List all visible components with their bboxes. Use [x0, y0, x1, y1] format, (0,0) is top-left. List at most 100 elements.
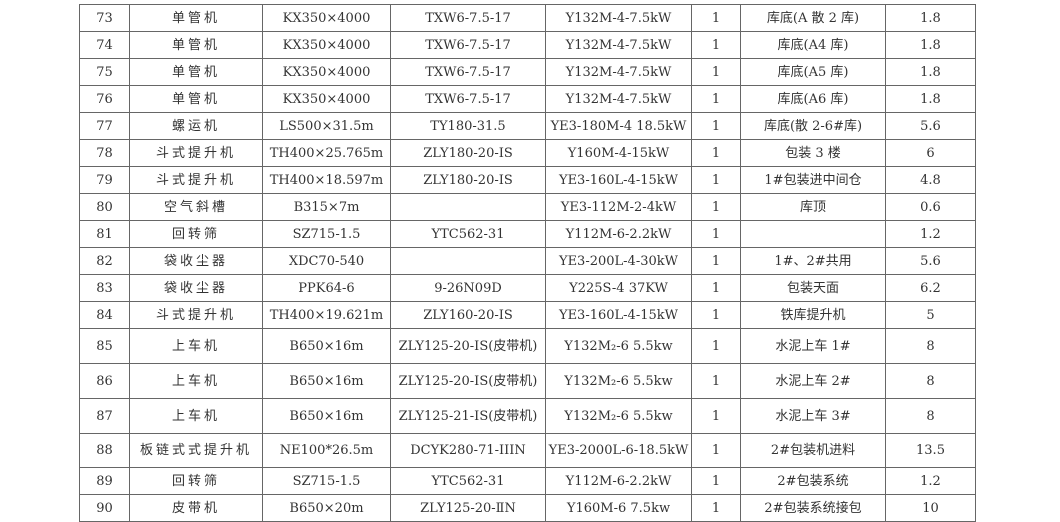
cell-no: 86: [79, 363, 130, 399]
cell-value: 5.6: [885, 112, 976, 140]
cell-location: 包装天面: [740, 274, 886, 302]
table-row: 85 上车机 B650×16m ZLY125-20-ⅠS(皮带机) Y132M₂-6 5…: [79, 328, 976, 364]
cell-motor: Y160M-6 7.5kw: [545, 494, 692, 522]
cell-spec: KX350×4000: [262, 58, 391, 86]
cell-no: 82: [79, 247, 130, 275]
cell-name: 皮带机: [129, 494, 263, 522]
cell-motor: Y132M-4-7.5kW: [545, 85, 692, 113]
cell-qty: 1: [691, 58, 741, 86]
cell-reducer: ZLY180-20-ⅠS: [390, 139, 546, 167]
cell-name: 上车机: [129, 328, 263, 364]
cell-name: 袋收尘器: [129, 274, 263, 302]
cell-qty: 1: [691, 467, 741, 495]
cell-name: 斗式提升机: [129, 301, 263, 329]
cell-value: 8: [885, 398, 976, 434]
equipment-table: 73 单管机 KX350×4000 TXW6-7.5-17 Y132M-4-7.5kW 1…: [79, 4, 976, 522]
cell-spec: KX350×4000: [262, 31, 391, 59]
cell-name: 单管机: [129, 58, 263, 86]
cell-reducer: YTC562-31: [390, 467, 546, 495]
cell-motor: YE3-112M-2-4kW: [545, 193, 692, 221]
cell-value: 6.2: [885, 274, 976, 302]
cell-spec: B650×16m: [262, 363, 391, 399]
cell-qty: 1: [691, 31, 741, 59]
cell-no: 78: [79, 139, 130, 167]
cell-name: 回转筛: [129, 467, 263, 495]
cell-reducer: TXW6-7.5-17: [390, 31, 546, 59]
cell-no: 73: [79, 4, 130, 32]
cell-value: 13.5: [885, 433, 976, 468]
cell-value: 1.2: [885, 220, 976, 248]
cell-motor: Y132M-4-7.5kW: [545, 58, 692, 86]
cell-qty: 1: [691, 112, 741, 140]
cell-spec: B315×7m: [262, 193, 391, 221]
cell-location: [740, 220, 886, 248]
cell-reducer: [390, 247, 546, 275]
cell-qty: 1: [691, 220, 741, 248]
cell-name: 斗式提升机: [129, 139, 263, 167]
cell-spec: TH400×18.597m: [262, 166, 391, 194]
cell-location: 库底(A 散 2 库): [740, 4, 886, 32]
cell-qty: 1: [691, 4, 741, 32]
table-row: 73 单管机 KX350×4000 TXW6-7.5-17 Y132M-4-7.5kW 1…: [79, 4, 976, 32]
cell-qty: 1: [691, 301, 741, 329]
table-row: 86 上车机 B650×16m ZLY125-20-ⅠS(皮带机) Y132M₂-6 5…: [79, 363, 976, 399]
cell-reducer: ZLY125-20-ⅠS(皮带机): [390, 328, 546, 364]
cell-qty: 1: [691, 166, 741, 194]
table-row: 77 螺运机 LS500×31.5m TY180-31.5 YE3-180M-4 18.…: [79, 112, 976, 140]
cell-value: 1.8: [885, 4, 976, 32]
cell-location: 2#包装系统接包: [740, 494, 886, 522]
cell-motor: YE3-160L-4-15kW: [545, 166, 692, 194]
cell-motor: Y132M₂-6 5.5kw: [545, 328, 692, 364]
table-row: 78 斗式提升机 TH400×25.765m ZLY180-20-ⅠS Y160M-4-…: [79, 139, 976, 167]
cell-value: 1.8: [885, 31, 976, 59]
cell-value: 10: [885, 494, 976, 522]
table-row: 90 皮带机 B650×20m ZLY125-20-ⅡN Y160M-6 7.5kw 1 2…: [79, 494, 976, 522]
cell-spec: KX350×4000: [262, 85, 391, 113]
cell-motor: Y132M₂-6 5.5kw: [545, 398, 692, 434]
cell-value: 8: [885, 328, 976, 364]
cell-location: 水泥上车 3#: [740, 398, 886, 434]
cell-name: 上车机: [129, 363, 263, 399]
cell-spec: LS500×31.5m: [262, 112, 391, 140]
cell-location: 2#包装系统: [740, 467, 886, 495]
table-row: 76 单管机 KX350×4000 TXW6-7.5-17 Y132M-4-7.5kW 1…: [79, 85, 976, 113]
cell-motor: Y132M-4-7.5kW: [545, 4, 692, 32]
cell-no: 74: [79, 31, 130, 59]
cell-qty: 1: [691, 139, 741, 167]
cell-no: 84: [79, 301, 130, 329]
cell-no: 76: [79, 85, 130, 113]
cell-name: 单管机: [129, 31, 263, 59]
cell-spec: TH400×25.765m: [262, 139, 391, 167]
cell-qty: 1: [691, 247, 741, 275]
cell-spec: SZ715-1.5: [262, 220, 391, 248]
cell-value: 5.6: [885, 247, 976, 275]
cell-reducer: TXW6-7.5-17: [390, 85, 546, 113]
table-row: 82 袋收尘器 XDC70-540 YE3-200L-4-30kW 1 1#、2#共用 5.…: [79, 247, 976, 275]
cell-value: 5: [885, 301, 976, 329]
cell-motor: YE3-160L-4-15kW: [545, 301, 692, 329]
cell-spec: TH400×19.621m: [262, 301, 391, 329]
cell-reducer: 9-26N09D: [390, 274, 546, 302]
cell-reducer: TXW6-7.5-17: [390, 4, 546, 32]
cell-motor: YE3-200L-4-30kW: [545, 247, 692, 275]
cell-no: 85: [79, 328, 130, 364]
cell-location: 库顶: [740, 193, 886, 221]
cell-no: 88: [79, 433, 130, 468]
cell-motor: Y132M₂-6 5.5kw: [545, 363, 692, 399]
cell-reducer: [390, 193, 546, 221]
table-row: 79 斗式提升机 TH400×18.597m ZLY180-20-ⅠS YE3-160L…: [79, 166, 976, 194]
cell-location: 2#包装机进料: [740, 433, 886, 468]
cell-spec: XDC70-540: [262, 247, 391, 275]
table-row: 84 斗式提升机 TH400×19.621m ZLY160-20-ⅠS YE3-160L…: [79, 301, 976, 329]
cell-spec: B650×16m: [262, 398, 391, 434]
cell-reducer: ZLY125-21-ⅠS(皮带机): [390, 398, 546, 434]
cell-name: 螺运机: [129, 112, 263, 140]
cell-value: 6: [885, 139, 976, 167]
cell-value: 1.8: [885, 58, 976, 86]
cell-location: 水泥上车 2#: [740, 363, 886, 399]
cell-reducer: ZLY125-20-ⅠS(皮带机): [390, 363, 546, 399]
cell-location: 1#、2#共用: [740, 247, 886, 275]
cell-reducer: ZLY180-20-ⅠS: [390, 166, 546, 194]
cell-motor: YE3-180M-4 18.5kW: [545, 112, 692, 140]
cell-location: 库底(A5 库): [740, 58, 886, 86]
